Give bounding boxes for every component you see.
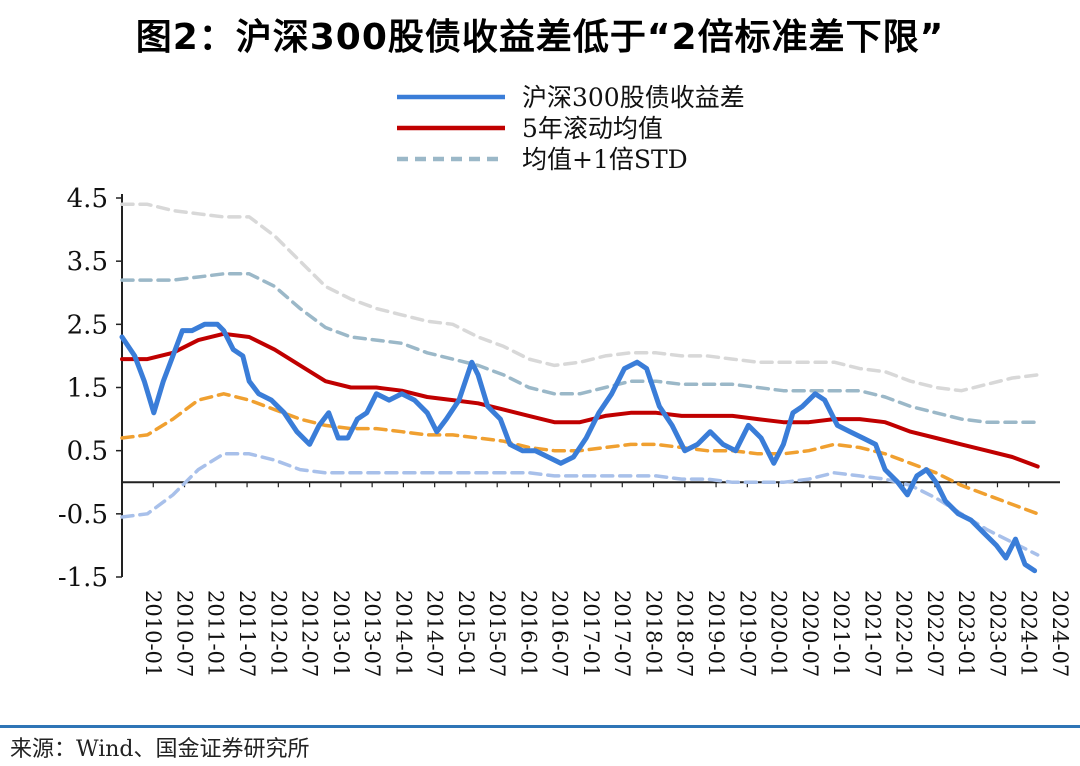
x-tick-label: 2014-07 (423, 590, 447, 677)
y-tick-label: 2.5 (67, 310, 108, 340)
x-tick-label: 2017-01 (579, 590, 603, 677)
x-tick-label: 2020-07 (798, 590, 822, 677)
x-tick-label: 2011-01 (204, 590, 228, 677)
x-tick-label: 2021-07 (860, 590, 884, 677)
x-tick-label: 2012-07 (298, 590, 322, 677)
x-tick-label: 2023-01 (954, 590, 978, 677)
x-tick-label: 2016-07 (548, 590, 572, 677)
series-line (119, 321, 1038, 574)
chart-title: 图2：沪深300股债收益差低于“2倍标准差下限” (135, 17, 945, 58)
x-tick-label: 2022-07 (923, 590, 947, 677)
x-tick-label: 2021-01 (829, 590, 853, 677)
y-tick-label: 0.5 (67, 437, 108, 467)
x-tick-label: 2020-01 (767, 590, 791, 677)
x-tick-label: 2015-07 (485, 590, 509, 677)
series-lines (119, 202, 1040, 574)
x-tick-label: 2011-07 (235, 590, 259, 677)
x-tick-label: 2024-01 (1017, 590, 1041, 677)
x-tick-label: 2013-07 (360, 590, 384, 677)
y-tick-label: 3.5 (67, 247, 108, 277)
x-tick-label: 2013-01 (329, 590, 353, 677)
y-tick-label: 4.5 (67, 184, 108, 214)
x-tick-label: 2010-07 (172, 590, 196, 677)
y-tick-label: -1.5 (58, 563, 108, 593)
x-tick-label: 2023-07 (985, 590, 1009, 677)
y-axis: 4.5 3.5 2.5 1.5 0.5 -0.5 -1.5 (58, 184, 123, 593)
x-tick-label: 2016-01 (516, 590, 540, 677)
x-tick-label: 2017-07 (610, 590, 634, 677)
x-tick-label: 2024-07 (1048, 590, 1072, 677)
x-tick-label: 2019-07 (735, 590, 759, 677)
y-tick-label: -0.5 (58, 500, 108, 530)
x-tick-label: 2010-01 (141, 590, 165, 677)
x-tick-label: 2022-01 (892, 590, 916, 677)
series-line (120, 452, 1040, 557)
series-line (120, 392, 1040, 516)
x-tick-label: 2019-01 (704, 590, 728, 677)
x-tick-label: 2015-01 (454, 590, 478, 677)
series-line (120, 331, 1040, 469)
legend-label: 沪深300股债收益差 (522, 83, 745, 112)
x-tick-label: 2018-07 (673, 590, 697, 677)
source-divider (0, 725, 1080, 728)
x-tick-label: 2014-01 (391, 590, 415, 677)
x-tick-label: 2018-01 (641, 590, 665, 677)
series-line (120, 202, 1040, 393)
series-line (120, 272, 1040, 424)
x-tick-label: 2012-01 (266, 590, 290, 677)
x-axis: 2010-01 2010-07 2011-01 2011-07 2012-01 2012-… (121, 481, 1072, 677)
legend-label: 5年滚动均值 (522, 114, 663, 143)
source-note: 来源：Wind、国金证券研究所 (10, 737, 310, 762)
y-tick-label: 1.5 (67, 374, 108, 404)
legend-label: 均值+1倍STD (522, 145, 688, 174)
